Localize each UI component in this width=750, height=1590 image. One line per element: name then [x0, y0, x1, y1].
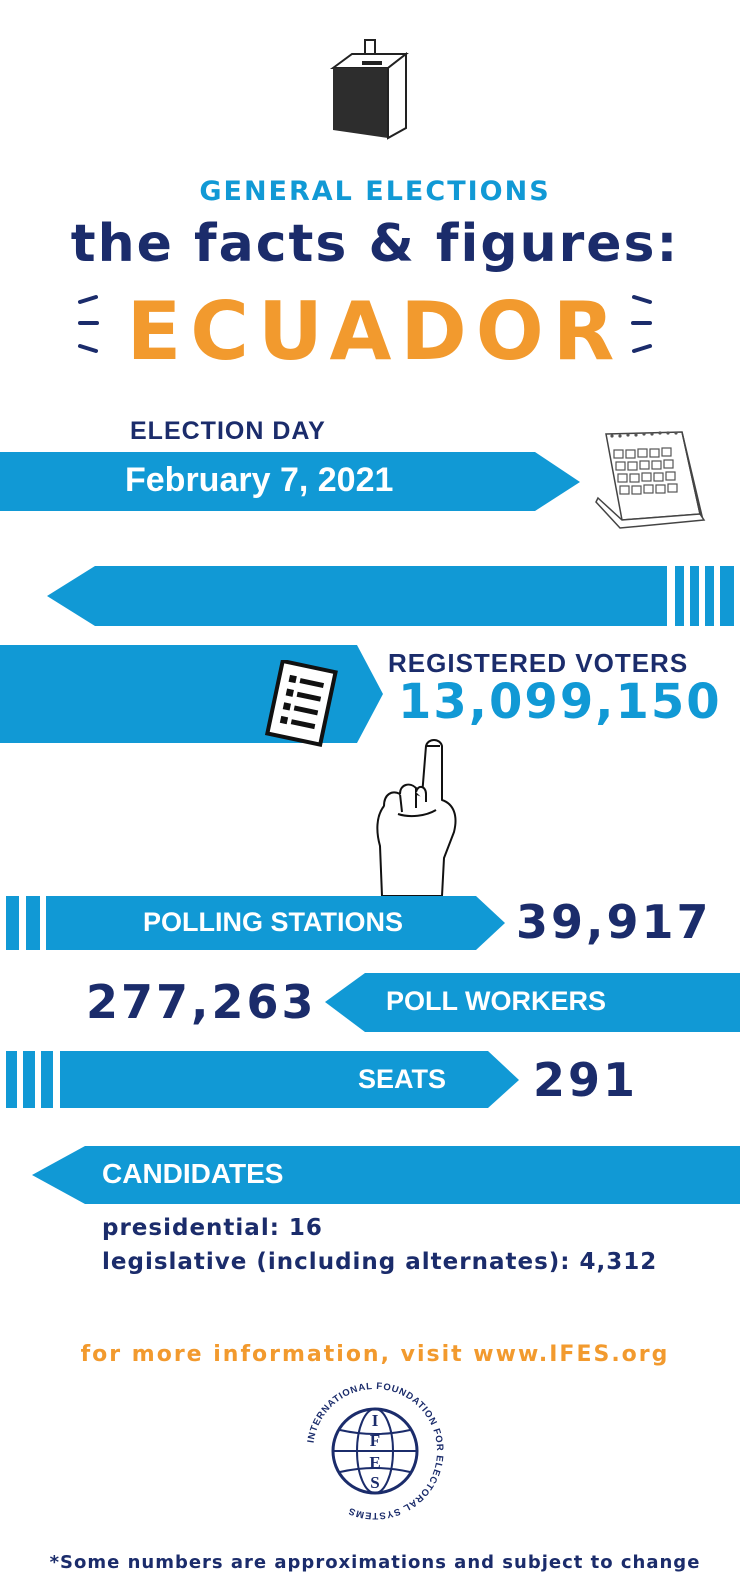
- ifes-logo: INTERNATIONAL FOUNDATION FOR ELECTORAL S…: [306, 1381, 445, 1521]
- poll-workers-banner: [325, 973, 740, 1032]
- polling-stations-banner: [46, 896, 505, 950]
- disclaimer: *Some numbers are approximations and sub…: [49, 1552, 701, 1573]
- seats-value: 291: [533, 1053, 639, 1107]
- polling-stations-label: POLLING STATIONS: [143, 907, 403, 937]
- election-day-date: February 7, 2021: [125, 461, 394, 499]
- candidates-legislative: legislative (including alternates): 4,31…: [102, 1249, 658, 1275]
- candidates-banner: [32, 1146, 740, 1204]
- poll-workers-value: 277,263: [86, 975, 317, 1029]
- seats-label: SEATS: [358, 1064, 447, 1094]
- registered-voters-value: 13,099,150: [398, 674, 722, 730]
- candidates-presidential: presidential: 16: [102, 1215, 323, 1241]
- more-info-link[interactable]: for more information, visit www.IFES.org: [80, 1342, 670, 1367]
- decorative-dashes: [78, 295, 652, 353]
- checklist-icon: [264, 660, 338, 748]
- logo-letter-s: S: [370, 1473, 379, 1492]
- poll-workers-label: POLL WORKERS: [386, 986, 607, 1016]
- election-day-label: ELECTION DAY: [130, 417, 326, 445]
- ballot-box-icon: [329, 39, 409, 140]
- country-name: ECUADOR: [126, 285, 624, 378]
- pointing-hand-icon: [376, 739, 457, 896]
- seats-banner: [60, 1051, 519, 1108]
- logo-letter-i: I: [372, 1411, 379, 1430]
- logo-letter-f: F: [370, 1431, 380, 1450]
- registered-voters-label: REGISTERED VOTERS: [388, 648, 689, 678]
- subtitle: GENERAL ELECTIONS: [199, 176, 551, 207]
- page-title: the facts & figures:: [70, 214, 680, 274]
- calendar-icon: [595, 431, 706, 529]
- left-arrow-band: [47, 566, 667, 626]
- logo-letter-e: E: [369, 1453, 380, 1472]
- polling-stations-value: 39,917: [516, 895, 712, 949]
- candidates-label: CANDIDATES: [102, 1158, 284, 1189]
- election-day-banner: [0, 452, 580, 511]
